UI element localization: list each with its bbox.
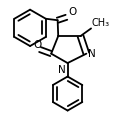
Text: N: N [58, 64, 65, 74]
Text: N: N [88, 49, 95, 59]
Text: O: O [33, 40, 41, 49]
Text: CH₃: CH₃ [92, 18, 110, 28]
Text: O: O [68, 7, 76, 17]
